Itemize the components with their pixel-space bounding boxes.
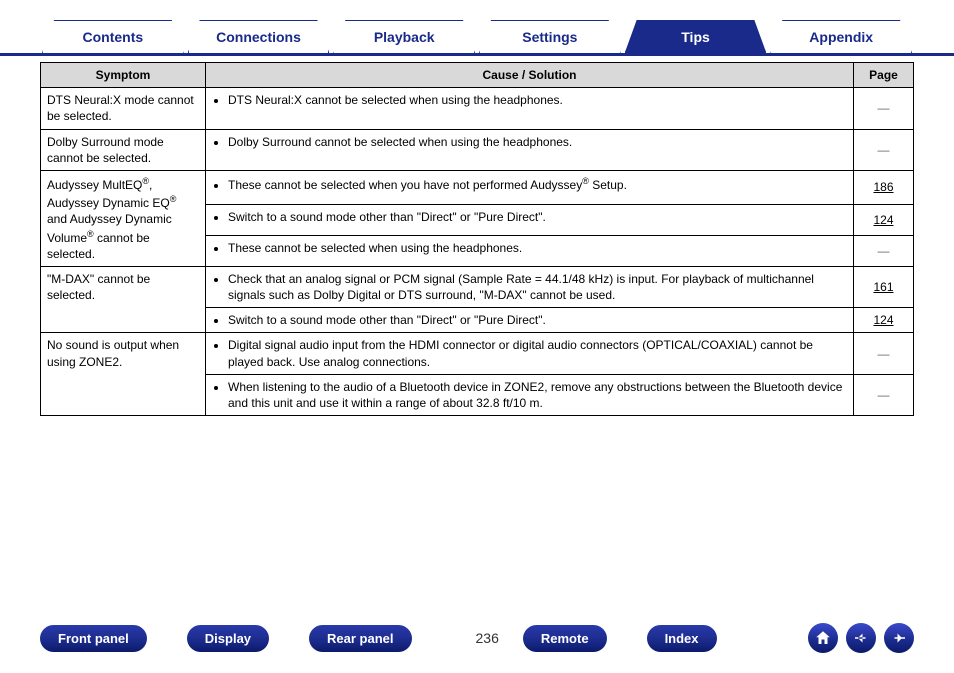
index-button[interactable]: Index: [647, 625, 717, 652]
cause-text: Dolby Surround cannot be selected when u…: [228, 134, 847, 150]
bottom-bar: Front panel Display Rear panel 236 Remot…: [0, 623, 954, 653]
tab-nav: Contents Connections Playback Settings T…: [0, 0, 954, 56]
display-button[interactable]: Display: [187, 625, 269, 652]
page-cell: —: [854, 333, 914, 374]
cause-text: These cannot be selected when using the …: [228, 240, 847, 256]
rear-panel-button[interactable]: Rear panel: [309, 625, 411, 652]
page-cell: —: [854, 235, 914, 266]
cause-text: DTS Neural:X cannot be selected when usi…: [228, 92, 847, 108]
page-link[interactable]: 186: [873, 180, 893, 194]
symptom-cell: "M-DAX" cannot be selected.: [41, 266, 206, 333]
page-cell[interactable]: 186: [854, 170, 914, 204]
cause-cell: DTS Neural:X cannot be selected when usi…: [206, 88, 854, 129]
cause-cell: Check that an analog signal or PCM signa…: [206, 266, 854, 307]
symptom-cell: No sound is output when using ZONE2.: [41, 333, 206, 416]
page-link[interactable]: 124: [873, 313, 893, 327]
page-cell: —: [854, 374, 914, 415]
cause-cell: When listening to the audio of a Bluetoo…: [206, 374, 854, 415]
symptom-cell: Audyssey MultEQ®, Audyssey Dynamic EQ® a…: [41, 170, 206, 266]
cause-cell: These cannot be selected when you have n…: [206, 170, 854, 204]
page-cell[interactable]: 124: [854, 204, 914, 235]
cause-text: Switch to a sound mode other than "Direc…: [228, 209, 847, 225]
th-symptom: Symptom: [41, 63, 206, 88]
tab-settings[interactable]: Settings: [479, 20, 621, 53]
cause-cell: Digital signal audio input from the HDMI…: [206, 333, 854, 374]
cause-text: Digital signal audio input from the HDMI…: [228, 337, 847, 369]
page-number: 236: [476, 630, 499, 646]
home-icon[interactable]: [808, 623, 838, 653]
page-cell: —: [854, 129, 914, 170]
troubleshoot-table: Symptom Cause / Solution Page DTS Neural…: [40, 62, 914, 416]
cause-text: These cannot be selected when you have n…: [228, 175, 847, 193]
cause-text: Check that an analog signal or PCM signa…: [228, 271, 847, 303]
symptom-cell: Dolby Surround mode cannot be selected.: [41, 129, 206, 170]
th-cause: Cause / Solution: [206, 63, 854, 88]
tab-tips[interactable]: Tips: [625, 20, 767, 53]
remote-button[interactable]: Remote: [523, 625, 607, 652]
page-cell: —: [854, 88, 914, 129]
tab-playback[interactable]: Playback: [333, 20, 475, 53]
next-icon[interactable]: [884, 623, 914, 653]
th-page: Page: [854, 63, 914, 88]
tab-appendix[interactable]: Appendix: [770, 20, 912, 53]
cause-cell: Dolby Surround cannot be selected when u…: [206, 129, 854, 170]
cause-text: When listening to the audio of a Bluetoo…: [228, 379, 847, 411]
cause-cell: Switch to a sound mode other than "Direc…: [206, 308, 854, 333]
prev-icon[interactable]: [846, 623, 876, 653]
front-panel-button[interactable]: Front panel: [40, 625, 147, 652]
nav-icons: [808, 623, 914, 653]
page-link[interactable]: 161: [873, 280, 893, 294]
content-area: Symptom Cause / Solution Page DTS Neural…: [0, 56, 954, 416]
symptom-cell: DTS Neural:X mode cannot be selected.: [41, 88, 206, 129]
page-cell[interactable]: 124: [854, 308, 914, 333]
page-cell[interactable]: 161: [854, 266, 914, 307]
cause-cell: These cannot be selected when using the …: [206, 235, 854, 266]
tab-contents[interactable]: Contents: [42, 20, 184, 53]
tab-connections[interactable]: Connections: [188, 20, 330, 53]
cause-cell: Switch to a sound mode other than "Direc…: [206, 204, 854, 235]
page-link[interactable]: 124: [873, 213, 893, 227]
cause-text: Switch to a sound mode other than "Direc…: [228, 312, 847, 328]
